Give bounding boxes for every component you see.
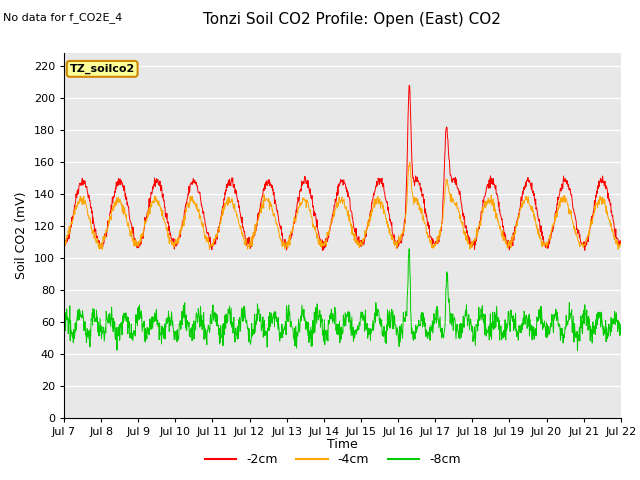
Legend: -2cm, -4cm, -8cm: -2cm, -4cm, -8cm [200,448,466,471]
Y-axis label: Soil CO2 (mV): Soil CO2 (mV) [15,192,28,279]
Text: No data for f_CO2E_4: No data for f_CO2E_4 [3,12,122,23]
Text: Tonzi Soil CO2 Profile: Open (East) CO2: Tonzi Soil CO2 Profile: Open (East) CO2 [203,12,501,27]
X-axis label: Time: Time [327,438,358,451]
Text: TZ_soilco2: TZ_soilco2 [70,64,135,74]
